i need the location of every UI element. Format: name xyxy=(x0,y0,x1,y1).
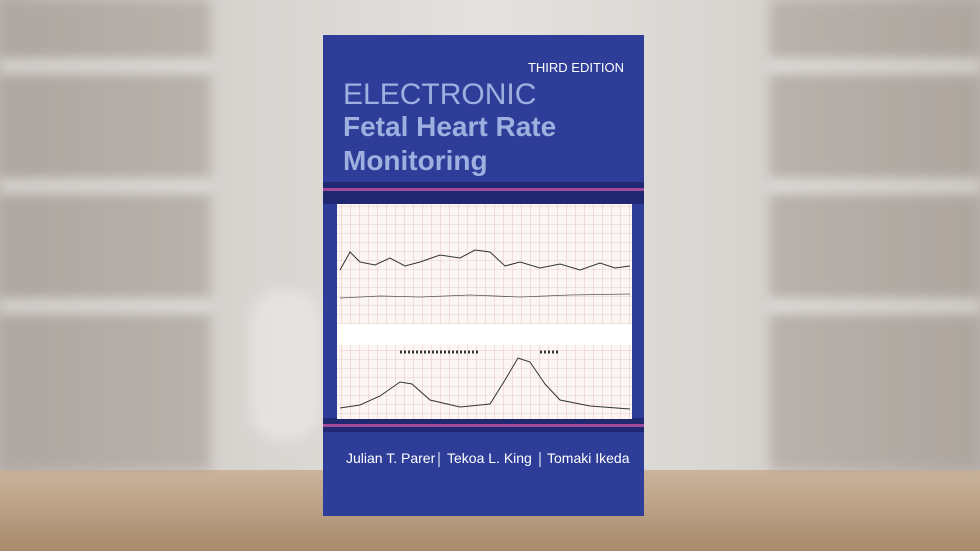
title-line: ELECTRONIC xyxy=(343,78,536,111)
author: Tomaki Ikeda xyxy=(547,450,630,466)
edition: THIRD EDITION xyxy=(528,60,624,75)
title-line: Fetal Heart Rate xyxy=(343,111,556,142)
book-cover: THIRD EDITION ELECTRONIC Fetal Heart Rat… xyxy=(323,35,644,516)
trace-panel xyxy=(337,204,632,419)
title-line: Monitoring xyxy=(343,145,488,176)
author: Julian T. Parer xyxy=(346,450,436,466)
author: Tekoa L. King xyxy=(447,450,532,466)
